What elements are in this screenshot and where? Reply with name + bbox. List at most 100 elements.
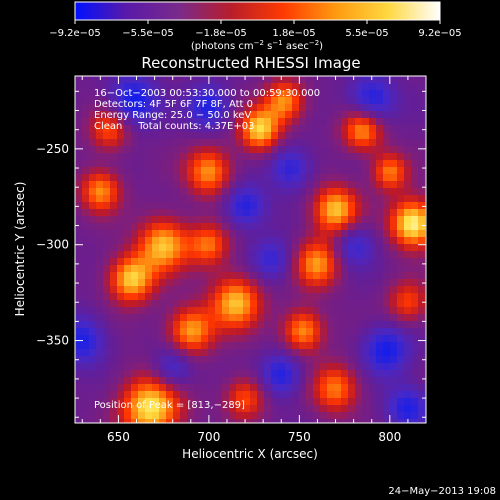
heatmap-cell [187,356,195,364]
heatmap-cell [145,314,153,322]
heatmap-cell [383,412,391,420]
heatmap-cell [348,181,356,189]
heatmap-cell [334,216,342,224]
heatmap-cell [306,342,314,350]
heatmap-cell [278,181,286,189]
heatmap-cell [362,398,370,406]
heatmap-cell [327,118,335,126]
heatmap-cell [187,349,195,357]
footer-timestamp: 24−May−2013 19:08 [388,486,496,497]
heatmap-cell [327,83,335,91]
heatmap-cell [187,160,195,168]
heatmap-cell [404,97,412,105]
heatmap-cell [278,384,286,392]
heatmap-cell [124,363,132,371]
heatmap-cell [320,293,328,301]
heatmap-cell [152,398,160,406]
heatmap-cell [362,160,370,168]
heatmap-cell [236,188,244,196]
heatmap-cell [187,146,195,154]
heatmap-cell [124,328,132,336]
heatmap-cell [194,279,202,287]
heatmap-cell [145,237,153,245]
heatmap-cell [390,258,398,266]
heatmap-cell [390,97,398,105]
heatmap-cell [411,83,419,91]
heatmap-cell [292,125,300,133]
heatmap-cell [362,335,370,343]
heatmap-cell [131,167,139,175]
heatmap-cell [243,160,251,168]
heatmap-cell [215,202,223,210]
heatmap-cell [327,272,335,280]
heatmap-cell [82,342,90,350]
heatmap-cell [243,90,251,98]
heatmap-cell [250,321,258,329]
heatmap-cell [173,356,181,364]
heatmap-cell [320,419,328,423]
heatmap-cell [369,216,377,224]
colorbar-units: (photons cm−2 s−1 asec−2) [191,39,323,52]
heatmap-cell [243,419,251,423]
heatmap-cell [187,405,195,413]
heatmap-cell [166,83,174,91]
heatmap-cell [285,146,293,154]
heatmap-cell [166,391,174,399]
heatmap-cell [369,251,377,259]
heatmap-cell [75,300,83,308]
heatmap-cell [243,111,251,119]
heatmap-cell [117,230,125,238]
heatmap-cell [194,356,202,364]
heatmap-cell [187,307,195,315]
heatmap-cell [418,132,426,140]
heatmap-cell [327,307,335,315]
heatmap-cell [355,195,363,203]
heatmap-cell [257,419,265,423]
heatmap-cell [208,272,216,280]
heatmap-cell [138,384,146,392]
heatmap-cell [187,412,195,420]
heatmap-cell [418,167,426,175]
heatmap-cell [278,363,286,371]
heatmap-cell [110,314,118,322]
heatmap-cell [89,118,97,126]
heatmap-cell [103,258,111,266]
heatmap-cell [306,76,314,84]
heatmap-cell [117,188,125,196]
heatmap-cell [355,188,363,196]
heatmap-cell [348,328,356,336]
heatmap-cell [159,279,167,287]
heatmap-cell [124,286,132,294]
heatmap-cell [404,202,412,210]
heatmap-cell [243,139,251,147]
heatmap-cell [82,293,90,301]
heatmap-cell [320,279,328,287]
heatmap-cell [103,111,111,119]
heatmap-cell [320,391,328,399]
heatmap-cell [124,90,132,98]
heatmap-cell [271,146,279,154]
heatmap-cell [229,97,237,105]
heatmap-cell [236,216,244,224]
heatmap-cell [159,307,167,315]
heatmap-cell [187,342,195,350]
heatmap-cell [257,391,265,399]
heatmap-cell [397,111,405,119]
heatmap-cell [110,412,118,420]
heatmap-cell [208,167,216,175]
heatmap-cell [271,209,279,217]
heatmap-cell [201,76,209,84]
heatmap-cell [383,244,391,252]
heatmap-cell [201,377,209,385]
heatmap-cell [299,307,307,315]
heatmap-cell [103,209,111,217]
heatmap-cell [131,216,139,224]
heatmap-cell [355,111,363,119]
heatmap-cell [138,342,146,350]
heatmap-cell [215,104,223,112]
heatmap-cell [236,125,244,133]
heatmap-cell [103,146,111,154]
heatmap-cell [341,321,349,329]
heatmap-cell [180,279,188,287]
heatmap-cell [152,76,160,84]
